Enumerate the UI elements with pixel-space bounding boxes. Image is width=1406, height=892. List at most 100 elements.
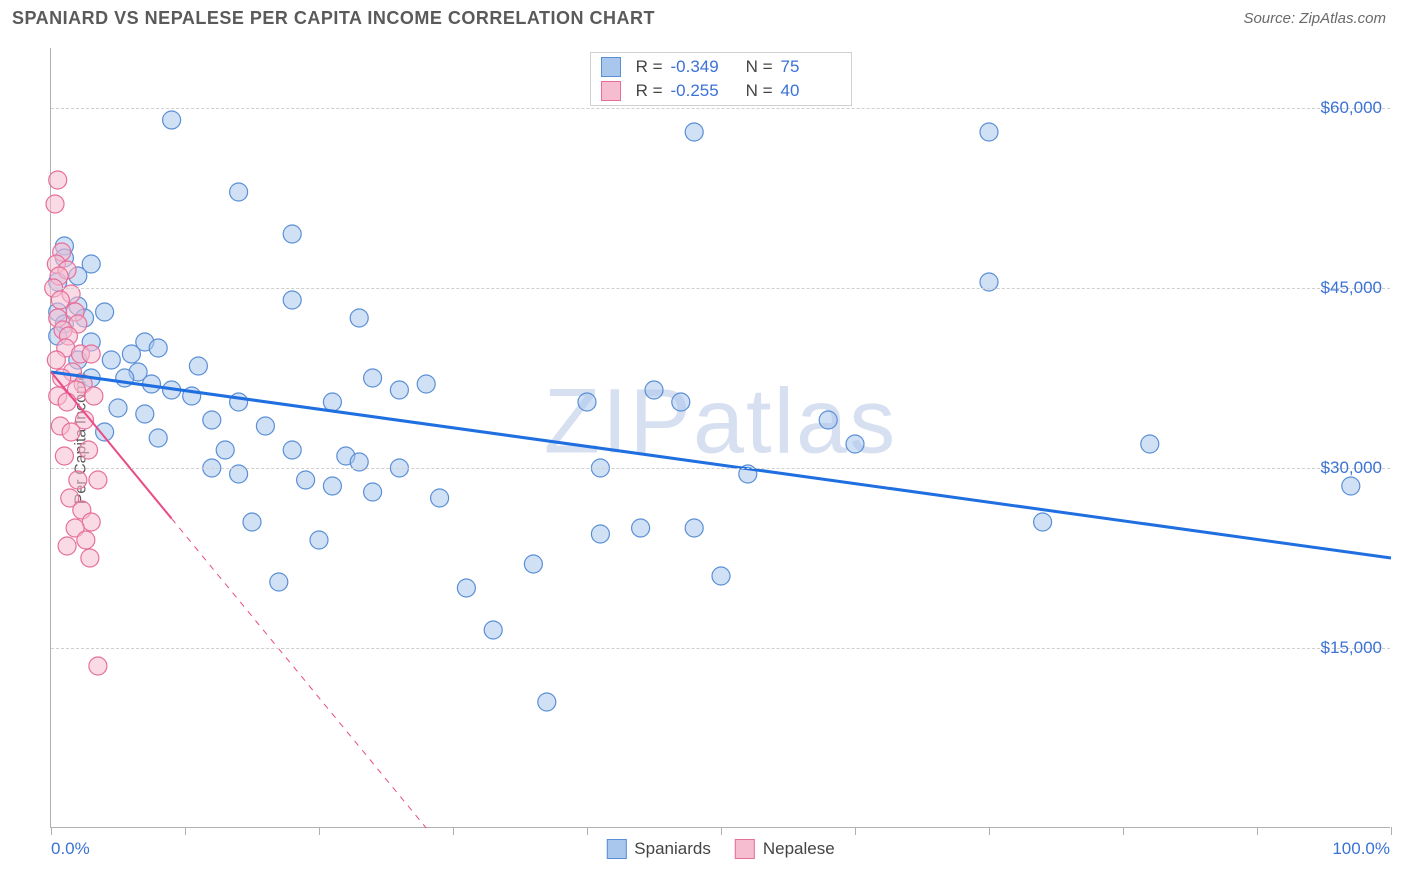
gridline <box>51 108 1390 109</box>
data-point <box>51 291 69 309</box>
gridline <box>51 288 1390 289</box>
x-tick <box>587 827 588 835</box>
data-point <box>685 519 703 537</box>
x-tick <box>855 827 856 835</box>
x-axis-min-label: 0.0% <box>51 839 90 859</box>
data-point <box>163 111 181 129</box>
n-value: 75 <box>781 57 841 77</box>
data-point <box>632 519 650 537</box>
data-point <box>297 471 315 489</box>
data-point <box>82 513 100 531</box>
gridline <box>51 648 1390 649</box>
legend-swatch <box>735 839 755 859</box>
r-label: R = <box>629 81 663 101</box>
data-point <box>89 657 107 675</box>
data-point <box>524 555 542 573</box>
r-label: R = <box>629 57 663 77</box>
data-point <box>484 621 502 639</box>
scatter-svg <box>51 48 1390 827</box>
legend-swatch <box>601 81 621 101</box>
chart-title: SPANIARD VS NEPALESE PER CAPITA INCOME C… <box>12 8 655 29</box>
x-tick <box>989 827 990 835</box>
y-tick-label: $60,000 <box>1321 98 1382 118</box>
data-point <box>85 387 103 405</box>
y-tick-label: $30,000 <box>1321 458 1382 478</box>
x-tick <box>453 827 454 835</box>
data-point <box>49 171 67 189</box>
data-point <box>1034 513 1052 531</box>
legend-swatch <box>601 57 621 77</box>
data-point <box>80 441 98 459</box>
data-point <box>538 693 556 711</box>
data-point <box>672 393 690 411</box>
data-point <box>645 381 663 399</box>
data-point <box>62 423 80 441</box>
data-point <box>203 411 221 429</box>
data-point <box>591 525 609 543</box>
data-point <box>230 183 248 201</box>
x-axis-max-label: 100.0% <box>1332 839 1390 859</box>
data-point <box>310 531 328 549</box>
n-value: 40 <box>781 81 841 101</box>
data-point <box>846 435 864 453</box>
data-point <box>58 537 76 555</box>
x-tick <box>1123 827 1124 835</box>
data-point <box>364 369 382 387</box>
data-point <box>1141 435 1159 453</box>
legend-item: Spaniards <box>606 839 711 859</box>
data-point <box>819 411 837 429</box>
data-point <box>980 123 998 141</box>
data-point <box>270 573 288 591</box>
data-point <box>390 381 408 399</box>
r-value: -0.255 <box>671 81 731 101</box>
legend-label: Spaniards <box>634 839 711 859</box>
legend-stat-row: R =-0.255N =40 <box>601 79 841 103</box>
data-point <box>77 531 95 549</box>
data-point <box>256 417 274 435</box>
chart-source: Source: ZipAtlas.com <box>1243 10 1386 27</box>
data-point <box>283 291 301 309</box>
legend-label: Nepalese <box>763 839 835 859</box>
data-point <box>350 309 368 327</box>
x-tick <box>1391 827 1392 835</box>
data-point <box>457 579 475 597</box>
x-tick <box>51 827 52 835</box>
data-point <box>364 483 382 501</box>
legend-swatch <box>606 839 626 859</box>
legend-item: Nepalese <box>735 839 835 859</box>
data-point <box>109 399 127 417</box>
data-point <box>685 123 703 141</box>
n-label: N = <box>739 57 773 77</box>
data-point <box>712 567 730 585</box>
data-point <box>417 375 435 393</box>
data-point <box>46 195 64 213</box>
data-point <box>81 549 99 567</box>
data-point <box>122 345 140 363</box>
data-point <box>243 513 261 531</box>
data-point <box>96 303 114 321</box>
x-tick <box>721 827 722 835</box>
data-point <box>323 477 341 495</box>
data-point <box>102 351 120 369</box>
data-point <box>149 339 167 357</box>
data-point <box>578 393 596 411</box>
data-point <box>323 393 341 411</box>
legend-series: Spaniards Nepalese <box>606 839 834 859</box>
r-value: -0.349 <box>671 57 731 77</box>
data-point <box>283 441 301 459</box>
x-tick <box>1257 827 1258 835</box>
data-point <box>69 471 87 489</box>
gridline <box>51 468 1390 469</box>
data-point <box>1342 477 1360 495</box>
legend-stat-row: R = -0.349 N = 75 <box>601 55 841 79</box>
data-point <box>82 345 100 363</box>
data-point <box>431 489 449 507</box>
x-tick <box>319 827 320 835</box>
chart-header: SPANIARD VS NEPALESE PER CAPITA INCOME C… <box>0 0 1406 33</box>
data-point <box>136 405 154 423</box>
data-point <box>283 225 301 243</box>
legend-stats: R = -0.349 N = 75R = -0.255 N = 40 <box>590 52 852 106</box>
x-tick <box>185 827 186 835</box>
chart-plot-area: Per Capita Income ZIPatlas R =-0.349N =7… <box>50 48 1390 828</box>
data-point <box>89 471 107 489</box>
